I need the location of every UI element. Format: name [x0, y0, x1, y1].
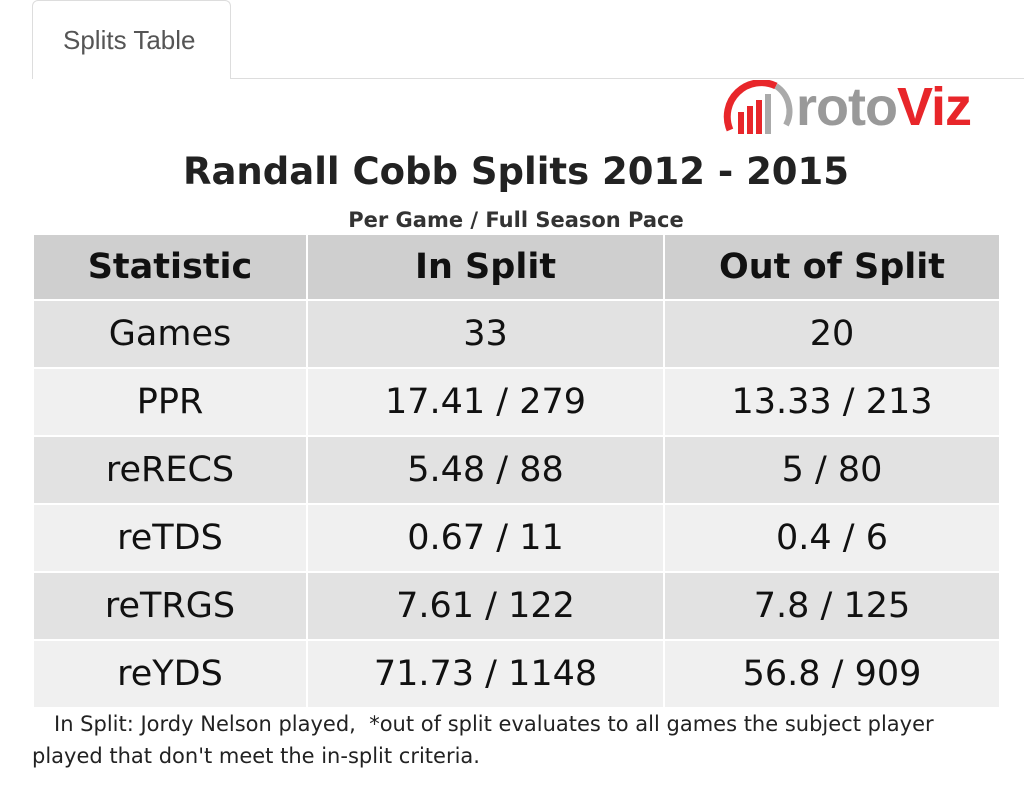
table-cell: 13.33 / 213 [663, 367, 1001, 437]
table-cell: 7.8 / 125 [663, 571, 1001, 641]
table-row: Games 33 20 [32, 299, 1001, 369]
column-header: In Split [306, 233, 665, 301]
tab-splits-table[interactable]: Splits Table [32, 0, 231, 79]
logo-text: roto [796, 77, 898, 137]
table-cell: reTRGS [32, 571, 308, 641]
tab-label: Splits Table [63, 25, 196, 55]
tab-divider [231, 78, 1024, 79]
table-cell: 0.67 / 11 [306, 503, 665, 573]
table-row: reTRGS 7.61 / 122 7.8 / 125 [32, 571, 1001, 641]
table-cell: 56.8 / 909 [663, 639, 1001, 709]
table-row: reTDS 0.67 / 11 0.4 / 6 [32, 503, 1001, 573]
page-subtitle: Per Game / Full Season Pace [348, 208, 684, 232]
page-title: Randall Cobb Splits 2012 - 2015 [182, 150, 850, 193]
table-cell: 33 [306, 299, 665, 369]
table-cell: 5.48 / 88 [306, 435, 665, 505]
table-cell: Games [32, 299, 308, 369]
splits-table: Statistic In Split Out of Split Games 33 2… [32, 233, 1001, 709]
column-header: Out of Split [663, 233, 1001, 301]
table-cell: reRECS [32, 435, 308, 505]
table-cell: 5 / 80 [663, 435, 1001, 505]
table-cell: 17.41 / 279 [306, 367, 665, 437]
table-cell: PPR [32, 367, 308, 437]
logo-text-accent: Viz [896, 77, 972, 137]
column-header: Statistic [32, 233, 308, 301]
table-header-row: Statistic In Split Out of Split [32, 233, 1001, 301]
chart-swoosh-icon [723, 79, 793, 134]
rotoviz-logo: rotoViz [716, 77, 1006, 140]
table-cell: 71.73 / 1148 [306, 639, 665, 709]
table-cell: 0.4 / 6 [663, 503, 1001, 573]
table-row: reRECS 5.48 / 88 5 / 80 [32, 435, 1001, 505]
table-cell: 20 [663, 299, 1001, 369]
footnote: In Split: Jordy Nelson played, *out of s… [32, 712, 941, 768]
table-cell: reYDS [32, 639, 308, 709]
table-row: reYDS 71.73 / 1148 56.8 / 909 [32, 639, 1001, 709]
table-row: PPR 17.41 / 279 13.33 / 213 [32, 367, 1001, 437]
table-cell: 7.61 / 122 [306, 571, 665, 641]
table-cell: reTDS [32, 503, 308, 573]
